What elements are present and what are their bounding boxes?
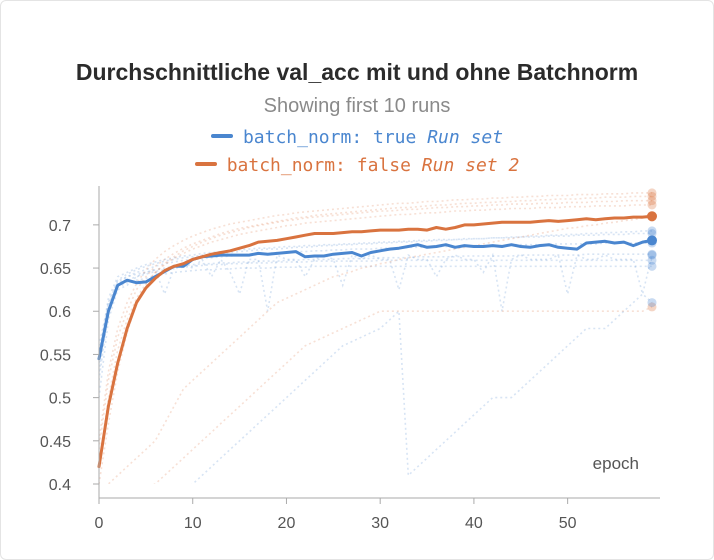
series-lines xyxy=(97,214,654,469)
background-run-endpoint-10 xyxy=(647,188,657,198)
background-run-line-10 xyxy=(99,192,652,441)
series-endpoint-0[interactable] xyxy=(647,235,657,246)
background-run-line-9 xyxy=(99,204,652,467)
y-tick-label: 0.45 xyxy=(40,434,71,451)
y-tick-label: 0.5 xyxy=(49,391,71,408)
legend-runset: Run set 2 xyxy=(421,155,520,176)
background-run-line-3 xyxy=(99,242,652,364)
background-run-endpoint-1 xyxy=(647,261,657,271)
background-run-line-11 xyxy=(107,216,653,484)
x-tick-label: 10 xyxy=(184,515,202,532)
legend-label: batch_norm: true xyxy=(242,127,417,148)
background-run-endpoint-0 xyxy=(647,249,657,259)
background-run-endpoint-4 xyxy=(647,250,657,260)
background-run-endpoint-9 xyxy=(647,200,657,210)
x-tick-label: 50 xyxy=(559,515,577,532)
legend-runset: Run set xyxy=(427,127,504,148)
legend-swatch xyxy=(194,162,217,166)
background-run-line-4 xyxy=(99,252,653,398)
background-run-line-12 xyxy=(153,306,653,484)
background-run-endpoint-5 xyxy=(647,255,657,265)
background-run-line-5 xyxy=(99,259,652,372)
series-endpoint-1[interactable] xyxy=(647,211,657,222)
x-tick-label: 20 xyxy=(278,515,296,532)
y-tick-label: 0.4 xyxy=(49,477,71,494)
background-run-endpoint-12 xyxy=(647,302,657,312)
background-run-line-7 xyxy=(99,199,652,484)
background-run-endpoint-6 xyxy=(647,226,657,236)
y-tick-label: 0.7 xyxy=(49,218,71,235)
x-tick-label: 40 xyxy=(465,515,483,532)
chart-title: Durchschnittliche val_acc mit und ohne B… xyxy=(75,59,639,85)
legend-entry-batch-norm-false[interactable]: batch_norm: false Run set 2 xyxy=(1,155,713,179)
legend-swatch xyxy=(210,134,233,138)
x-tick-label: 0 xyxy=(95,515,104,532)
legend-entry-batch-norm-true[interactable]: batch_norm: true Run set xyxy=(1,127,713,151)
background-run-endpoint-7 xyxy=(647,196,657,206)
background-run-line-1 xyxy=(99,265,652,381)
series-endpoints xyxy=(647,188,657,312)
background-run-line-8 xyxy=(99,195,652,450)
chart-subtitle: Showing first 10 runs xyxy=(263,95,451,117)
background-run-endpoint-13 xyxy=(647,298,657,308)
y-tick-label: 0.55 xyxy=(40,347,71,364)
y-tick-label: 0.65 xyxy=(40,261,71,278)
background-run-endpoint-8 xyxy=(647,191,657,201)
y-tick-label: 0.6 xyxy=(49,304,71,321)
series-line-1[interactable] xyxy=(97,214,654,469)
background-run-endpoint-2 xyxy=(647,229,657,239)
legend-label: batch_norm: false xyxy=(226,155,411,176)
axes: 0.4 0.45 0.5 0.55 0.6 0.65 0.7 0 10 20 30 40 50 epoch xyxy=(40,186,660,532)
x-axis-label: epoch xyxy=(593,454,639,473)
x-tick-label: 30 xyxy=(371,515,389,532)
